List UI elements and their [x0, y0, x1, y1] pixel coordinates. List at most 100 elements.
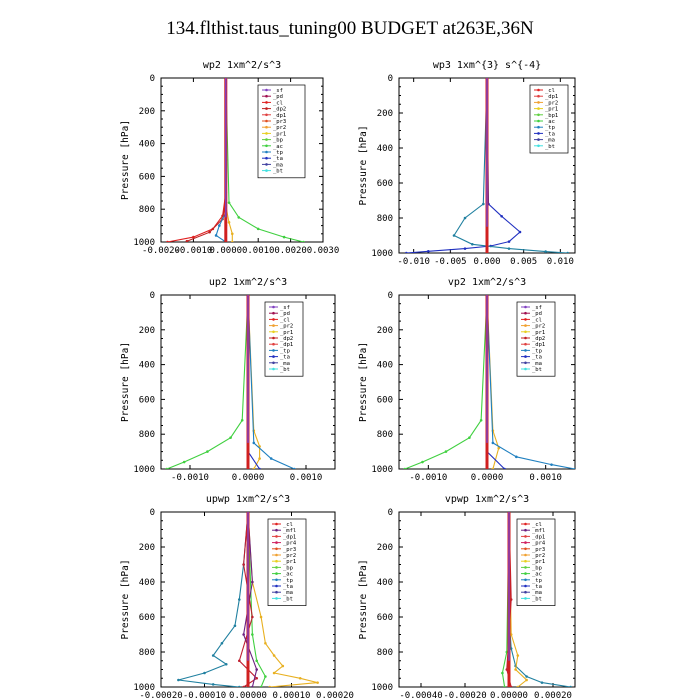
legend-marker: [275, 578, 278, 582]
series-line-cl: [167, 78, 227, 242]
data-point-ac: [264, 675, 267, 678]
y-tick-label: 1000: [371, 249, 393, 259]
x-tick-label: -0.00010: [183, 691, 226, 700]
y-tick-label: 400: [139, 578, 155, 588]
series-group: [501, 512, 572, 687]
data-point-ta: [405, 251, 408, 253]
x-tick-label: 0.0000: [210, 246, 243, 256]
y-tick-label: 800: [377, 214, 393, 224]
data-point-tp: [525, 675, 528, 678]
data-point-pr3: [255, 676, 258, 680]
panel-6: vpwp 1xm^2/s^3 Pressure [hPa] 0 200 400 600 80…: [358, 494, 576, 700]
legend-label: _pr2: [280, 324, 293, 330]
data-point-ta: [503, 467, 506, 469]
y-tick-label: 0: [150, 74, 155, 84]
legend-marker: [537, 113, 540, 117]
data-point-tp: [220, 641, 224, 645]
y-tick-label: 200: [377, 543, 393, 553]
y-axis-label: Pressure [hPa]: [358, 559, 369, 639]
legend-marker: [265, 169, 268, 172]
data-point-pr3: [505, 668, 509, 671]
legend-label: _pr2: [545, 100, 558, 106]
data-point-ta: [258, 467, 261, 469]
data-point-mfl: [255, 668, 258, 671]
y-tick-label: 200: [139, 107, 155, 117]
data-point-ac: [503, 685, 506, 687]
x-tick-label: -0.0010: [174, 246, 212, 256]
data-point-pr3: [242, 563, 245, 566]
legend-marker: [265, 138, 268, 141]
x-tick-label: -0.0020: [142, 246, 180, 256]
data-point-tp: [203, 671, 206, 675]
panel-5: upwp 1xm^2/s^3 Pressure [hPa] 0 200 400 600 80…: [120, 494, 354, 700]
data-point-ac: [251, 633, 254, 636]
panel-2: wp3 1xm^{3} s^{-4} Pressure [hPa] 0 200 400 6…: [358, 60, 576, 267]
data-point-pr1: [516, 685, 520, 687]
legend-marker: [537, 88, 540, 92]
legend-label: _sf: [532, 305, 542, 311]
data-point-tp: [463, 216, 467, 220]
legend-label: _ma: [532, 361, 542, 367]
data-point-pr1: [516, 654, 520, 657]
legend-label: _ta: [545, 131, 555, 137]
legend-marker: [275, 572, 278, 575]
data-point-pr1: [525, 678, 528, 682]
data-point-mfl: [251, 685, 254, 687]
legend-label: _bt: [283, 596, 293, 602]
legend-label: _ma: [545, 138, 555, 144]
legend-label: _ac: [273, 144, 283, 150]
legend-marker: [537, 107, 540, 110]
data-point-ac: [227, 201, 231, 204]
legend-marker: [537, 132, 540, 135]
legend-label: _ma: [283, 590, 293, 596]
data-point-tp: [233, 624, 237, 628]
legend-label: _bt: [532, 367, 542, 373]
data-point-dp1: [468, 436, 471, 439]
legend-box: [267, 518, 307, 606]
legend-marker: [524, 311, 527, 315]
x-tick-label: 0.000: [473, 257, 500, 267]
y-tick-label: 600: [139, 172, 155, 182]
series-line-ta: [486, 295, 505, 469]
legend-marker: [524, 367, 527, 371]
legend-marker: [272, 324, 275, 327]
legend-label: _ma: [273, 162, 283, 168]
legend-label: _tp: [273, 150, 283, 156]
series-line-dp1: [404, 295, 488, 469]
data-point-dp1: [444, 450, 448, 453]
legend-marker: [524, 361, 527, 365]
data-point-tp: [224, 662, 228, 666]
y-tick-label: 600: [139, 395, 155, 405]
legend-label: _bp1: [545, 113, 558, 119]
data-point-tp: [452, 234, 456, 237]
series-line-tp: [178, 512, 249, 687]
legend-box: [257, 84, 306, 179]
legend-marker: [537, 94, 540, 98]
data-point-dp1: [403, 467, 407, 469]
data-point-tp: [293, 467, 296, 469]
data-point-ta: [507, 240, 511, 243]
legend-marker: [272, 342, 275, 346]
legend-marker: [524, 584, 527, 588]
legend-marker: [524, 330, 527, 334]
y-tick-label: 200: [139, 326, 155, 336]
data-point-ta: [500, 214, 503, 218]
y-tick-label: 0: [150, 291, 155, 301]
legend-label: _dp1: [545, 94, 558, 100]
legend-marker: [524, 553, 527, 557]
y-tick-label: 400: [139, 140, 155, 150]
legend-marker: [265, 156, 268, 160]
x-tick-label: 0.0020: [274, 246, 307, 256]
data-point-pr1: [227, 221, 231, 224]
legend-marker: [275, 553, 278, 557]
y-tick-label: 0: [388, 291, 393, 301]
panel-title: vp2 1xm^2/s^3: [448, 277, 526, 288]
legend-label: _tp: [280, 348, 290, 354]
legend-marker: [272, 311, 275, 315]
legend-box: [264, 301, 304, 377]
legend-label: _bt: [545, 144, 555, 150]
data-point-dp2: [208, 230, 211, 234]
legend-label: _ac: [283, 572, 293, 578]
legend-label: _bt: [280, 367, 290, 373]
x-tick-label: -0.00040: [399, 691, 442, 700]
